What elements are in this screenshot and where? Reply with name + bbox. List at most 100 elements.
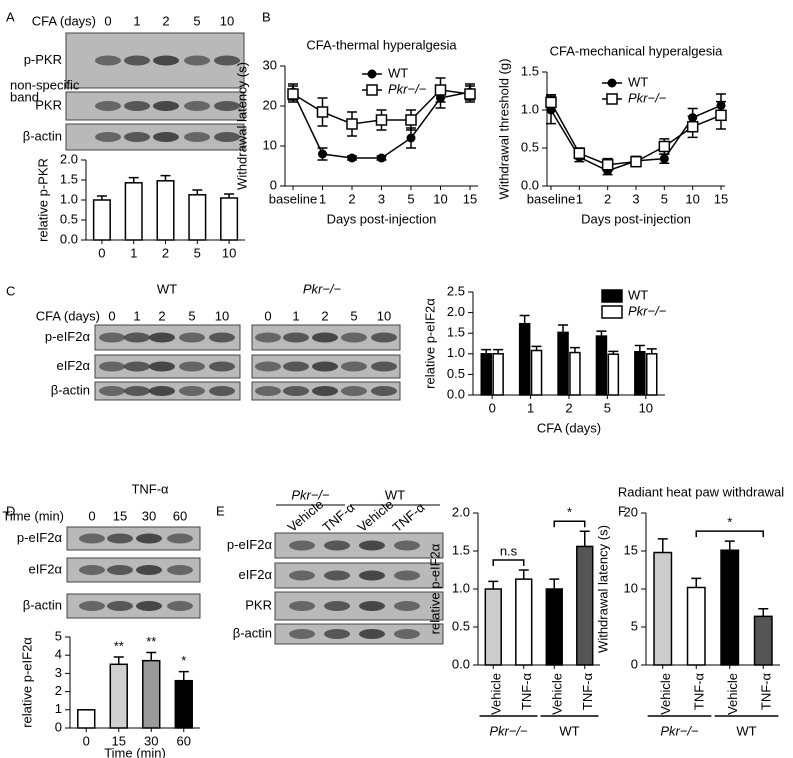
y-tick-label: 4 bbox=[55, 647, 62, 662]
blot-band bbox=[209, 386, 235, 396]
row-label: PKR bbox=[245, 597, 272, 612]
blot-band bbox=[153, 132, 179, 142]
blot-band bbox=[359, 629, 385, 639]
bar bbox=[595, 335, 608, 396]
bar bbox=[607, 353, 620, 396]
y-tick-label: 2.0 bbox=[60, 151, 78, 166]
row-label: eIF2α bbox=[56, 358, 90, 373]
y-axis-label: relative p-eIF2α bbox=[19, 637, 34, 728]
x-tick-label: 5 bbox=[661, 191, 668, 206]
bar bbox=[686, 586, 706, 666]
bracket bbox=[695, 530, 764, 538]
x-tick-label: 5 bbox=[194, 245, 201, 260]
blot-band bbox=[136, 533, 162, 544]
blot-band bbox=[149, 361, 175, 372]
marker bbox=[316, 106, 329, 118]
annotation: ** bbox=[114, 638, 124, 653]
blot-title: Pkr−/− bbox=[303, 281, 342, 296]
panel-letter: A bbox=[6, 9, 15, 24]
panel-letter: F bbox=[618, 503, 626, 518]
blot-band bbox=[255, 361, 281, 372]
blot-band bbox=[184, 55, 210, 66]
y-axis-label: relative p-eIF2α bbox=[427, 543, 442, 634]
blot-band bbox=[394, 570, 420, 581]
lane-label: 60 bbox=[173, 508, 187, 523]
blot-band bbox=[179, 386, 205, 396]
chart-title: Radiant heat paw withdrawal bbox=[618, 484, 784, 499]
blot-band bbox=[79, 601, 105, 611]
x-tick-label: 10 bbox=[639, 400, 653, 415]
x-tick-label: 30 bbox=[144, 733, 158, 748]
x-tick-label: 15 bbox=[714, 191, 728, 206]
panel-letter: D bbox=[6, 503, 15, 518]
row-label: β-actin bbox=[23, 597, 62, 612]
x-tick-label: 5 bbox=[407, 191, 414, 206]
x-tick-label: 1 bbox=[130, 245, 137, 260]
x-tick-label: Vehicle bbox=[658, 673, 673, 715]
y-tick-label: 1.0 bbox=[452, 580, 470, 595]
lane-label: 10 bbox=[220, 13, 234, 28]
lane-label: 0 bbox=[264, 308, 271, 323]
blot-band bbox=[394, 601, 420, 611]
blot-header: Time (min) bbox=[2, 508, 64, 523]
error-bar bbox=[488, 580, 499, 589]
y-tick-label: 2.0 bbox=[447, 304, 465, 319]
y-tick-label: 15 bbox=[624, 542, 638, 557]
marker bbox=[573, 147, 586, 160]
blot-band bbox=[255, 386, 281, 396]
x-tick-label: 0 bbox=[98, 245, 105, 260]
error-bar bbox=[646, 348, 657, 354]
error-bar bbox=[579, 530, 590, 547]
blot-band bbox=[95, 101, 121, 111]
bar bbox=[492, 353, 504, 396]
y-axis-label: Withdrawal latency (s) bbox=[234, 62, 249, 190]
group-label: Pkr−/− bbox=[660, 723, 699, 738]
lane-label: 5 bbox=[350, 308, 357, 323]
marker bbox=[434, 84, 447, 96]
blot-band bbox=[153, 101, 179, 111]
group-label: Pkr−/− bbox=[489, 723, 528, 738]
bar bbox=[174, 679, 193, 729]
bar bbox=[530, 349, 543, 396]
row-label: β-actin bbox=[51, 382, 90, 397]
x-tick-label: 2 bbox=[604, 191, 611, 206]
lane-label: 1 bbox=[133, 13, 140, 28]
lane-label: 0 bbox=[108, 308, 115, 323]
legend-marker bbox=[366, 84, 378, 96]
marker bbox=[545, 96, 557, 109]
legend-label: Pkr−/− bbox=[388, 81, 427, 96]
blot-band bbox=[371, 386, 397, 396]
legend-marker bbox=[601, 305, 623, 319]
blot-band bbox=[136, 565, 162, 575]
bar bbox=[515, 578, 533, 666]
blot-band bbox=[153, 55, 179, 66]
x-axis-label: Days post-injection bbox=[581, 211, 691, 226]
x-tick-label: TNF-α bbox=[519, 673, 534, 711]
y-tick-label: 0 bbox=[270, 177, 277, 192]
y-tick-label: 1.0 bbox=[60, 191, 78, 206]
bracket bbox=[492, 559, 525, 566]
group-label: WT bbox=[559, 723, 579, 738]
blot-band bbox=[107, 533, 133, 544]
annotation: * bbox=[181, 653, 186, 668]
chart-title: CFA-thermal hyperalgesia bbox=[306, 37, 457, 52]
lane-label: 15 bbox=[113, 508, 127, 523]
bar bbox=[220, 197, 239, 241]
blot-band bbox=[312, 332, 338, 343]
y-tick-label: 3 bbox=[55, 665, 62, 680]
y-tick-label: 5 bbox=[55, 628, 62, 643]
lane-label: 2 bbox=[321, 308, 328, 323]
error-bar bbox=[657, 538, 668, 553]
y-tick-label: 0.5 bbox=[447, 366, 465, 381]
row-label: PKR bbox=[35, 97, 62, 112]
blot-band bbox=[95, 132, 121, 142]
blot-band bbox=[99, 361, 125, 372]
annotation: ** bbox=[146, 634, 156, 649]
group-label: WT bbox=[385, 487, 405, 502]
marker bbox=[659, 154, 669, 164]
x-tick-label: 3 bbox=[632, 191, 639, 206]
marker bbox=[347, 153, 357, 163]
blot-band bbox=[289, 540, 315, 551]
bar bbox=[77, 709, 96, 729]
